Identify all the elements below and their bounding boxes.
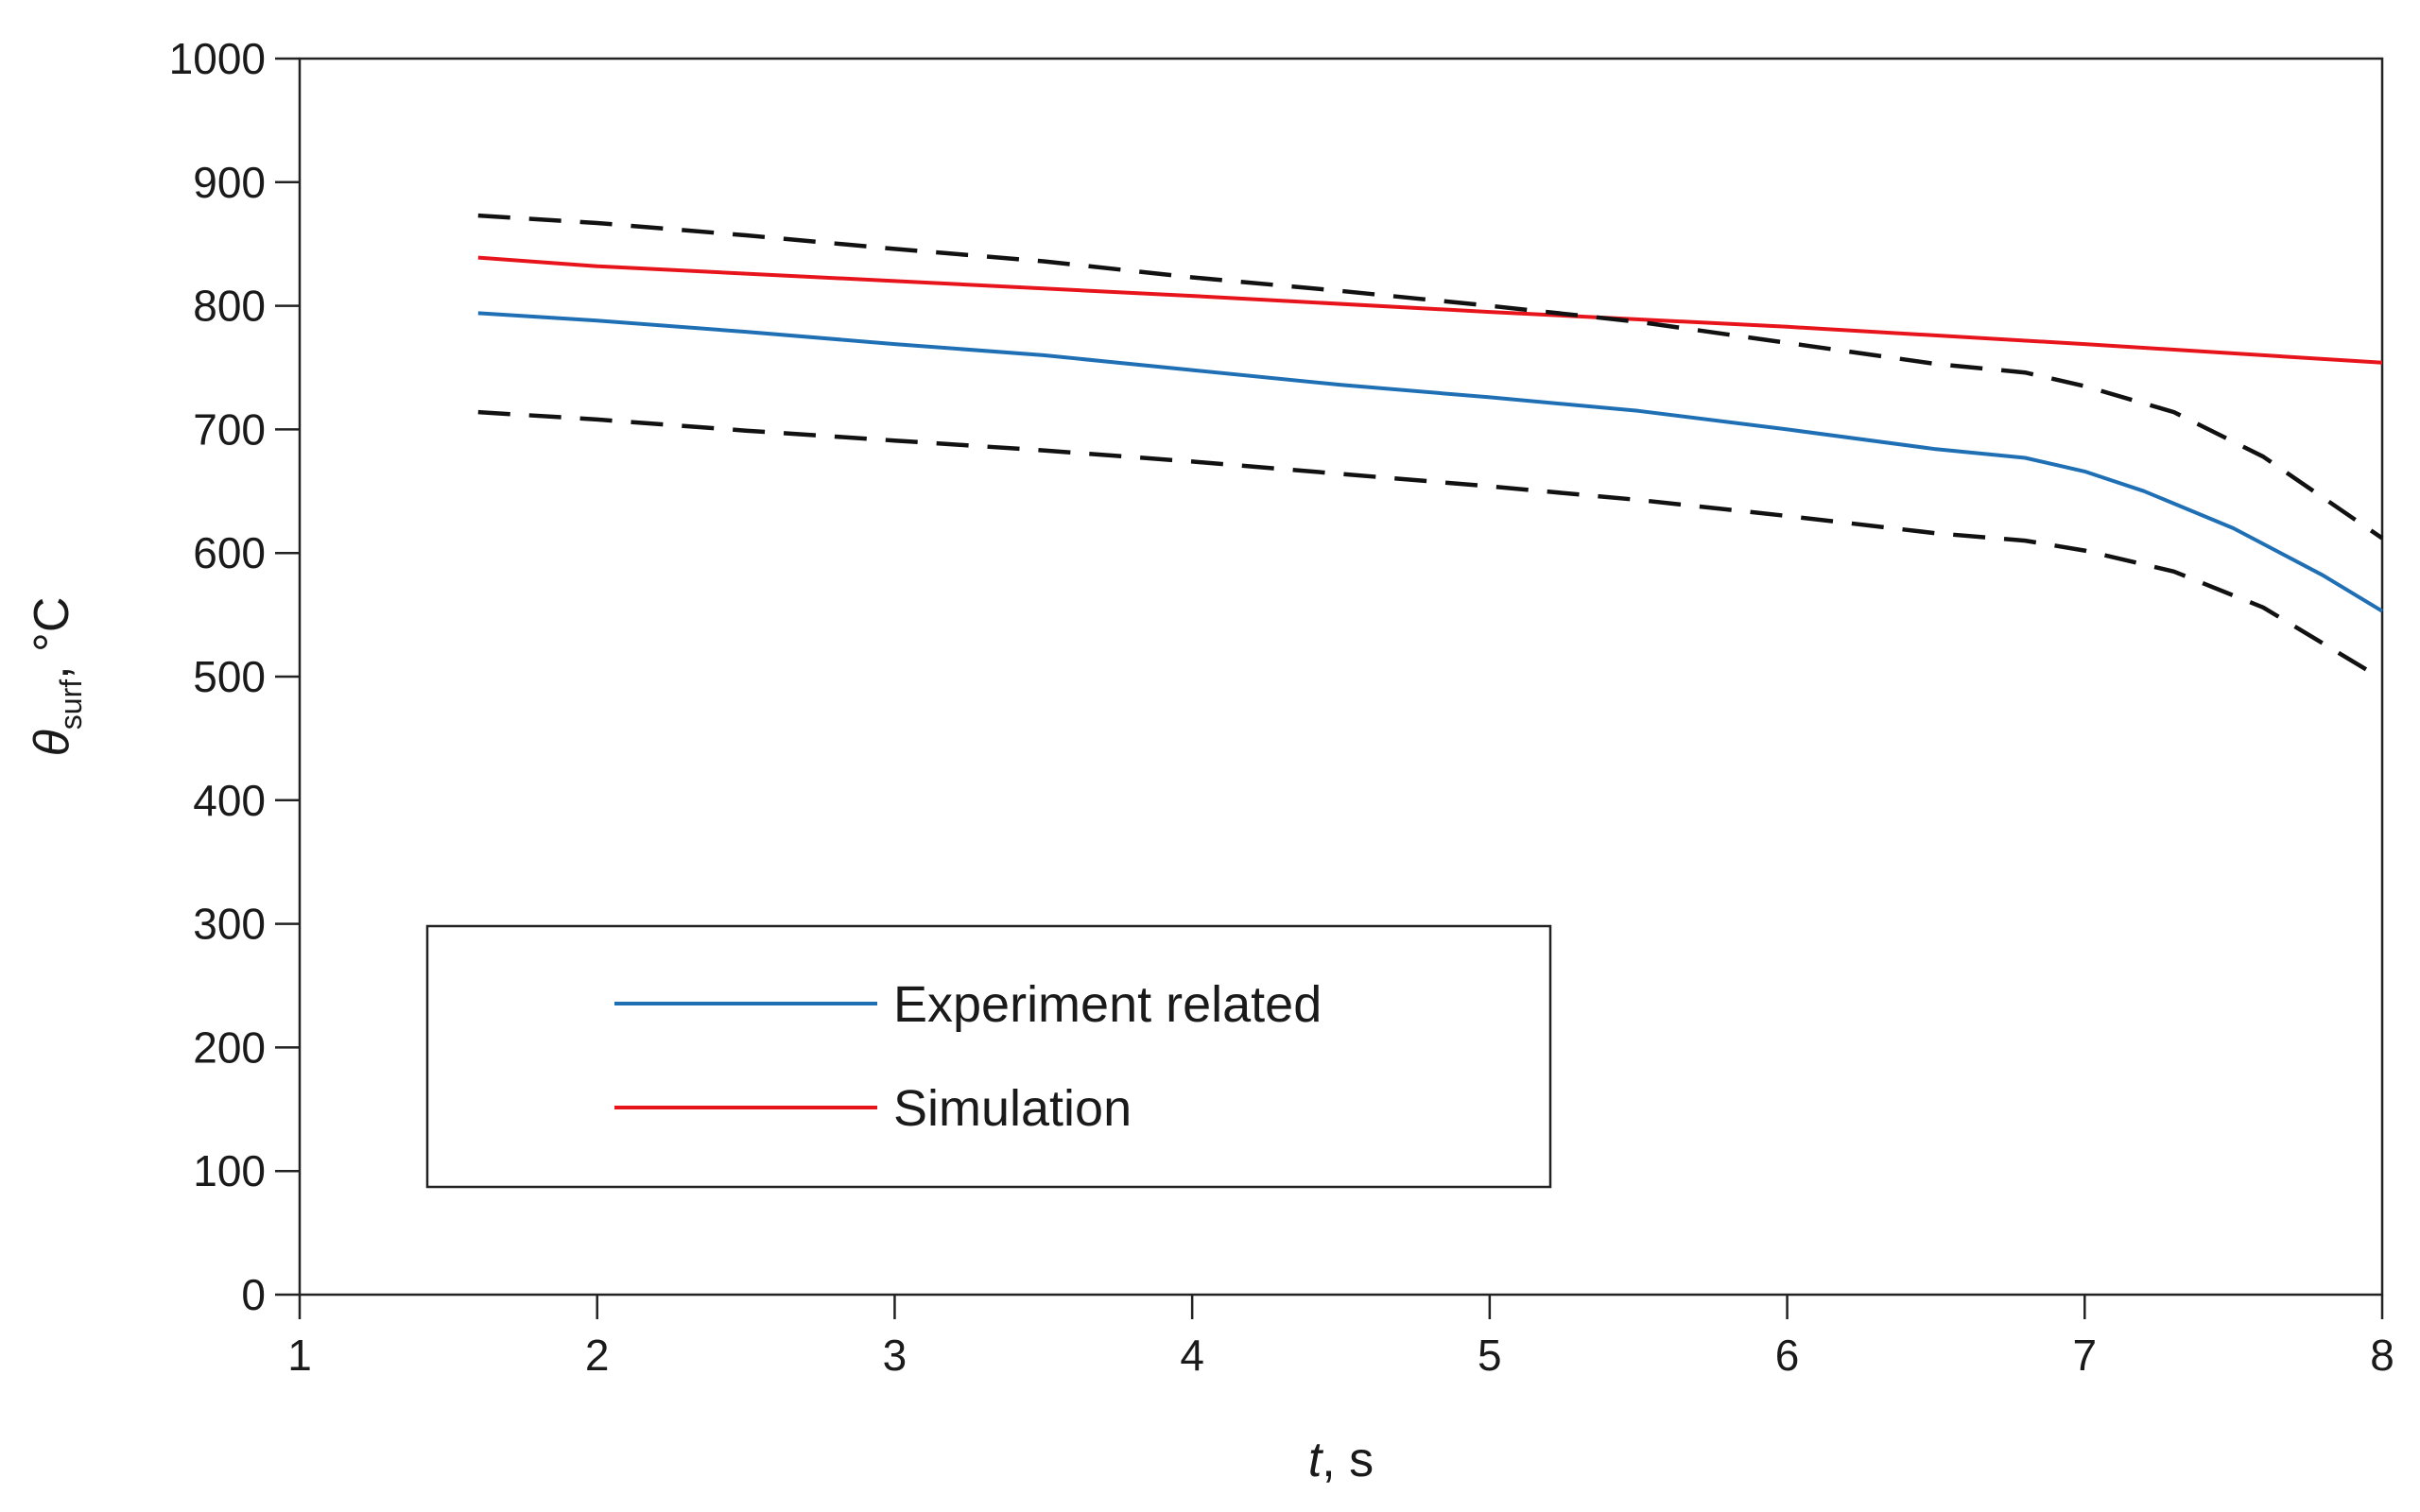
axis-titles: t, s θsurf, °C bbox=[25, 597, 1374, 1487]
y-tick-label: 900 bbox=[193, 158, 266, 207]
x-tick-label: 5 bbox=[1478, 1331, 1502, 1380]
y-tick-label: 300 bbox=[193, 900, 266, 949]
y-tick-label: 500 bbox=[193, 652, 266, 701]
y-tick-label: 200 bbox=[193, 1022, 266, 1072]
series-line-lower-bound bbox=[477, 409, 2384, 681]
legend-label: Simulation bbox=[893, 1080, 1132, 1137]
y-tick-label: 1000 bbox=[169, 34, 266, 83]
y-tick-label: 100 bbox=[193, 1146, 266, 1195]
y-tick-label: 600 bbox=[193, 528, 266, 577]
series-line-upper-bound bbox=[477, 213, 2384, 541]
x-tick-label: 6 bbox=[1775, 1331, 1800, 1380]
x-tick-label: 2 bbox=[585, 1331, 610, 1380]
y-tick-label: 0 bbox=[241, 1270, 266, 1319]
x-tick-label: 8 bbox=[2370, 1331, 2394, 1380]
series-line-simulation bbox=[477, 255, 2383, 365]
x-axis-title: t, s bbox=[1308, 1433, 1374, 1487]
y-tick-label: 800 bbox=[193, 282, 266, 331]
legend-label: Experiment related bbox=[893, 976, 1322, 1033]
y-tick-label: 700 bbox=[193, 404, 266, 454]
x-tick-label: 4 bbox=[1180, 1331, 1204, 1380]
y-axis-title: θsurf, °C bbox=[25, 597, 88, 757]
axes: 0 100 200 300 400 500 600 700 800 900 1000 1 2 3 4 5 6 7 8 bbox=[169, 34, 2394, 1380]
x-tick-label: 3 bbox=[883, 1331, 908, 1380]
legend: Experiment related Simulation bbox=[425, 924, 1552, 1189]
legend-box bbox=[425, 924, 1552, 1189]
x-tick-label: 7 bbox=[2072, 1331, 2097, 1380]
series-layer bbox=[477, 213, 2384, 681]
x-tick-label: 1 bbox=[287, 1331, 312, 1380]
series-line-experiment-related bbox=[477, 311, 2384, 613]
y-tick-label: 400 bbox=[193, 776, 266, 825]
